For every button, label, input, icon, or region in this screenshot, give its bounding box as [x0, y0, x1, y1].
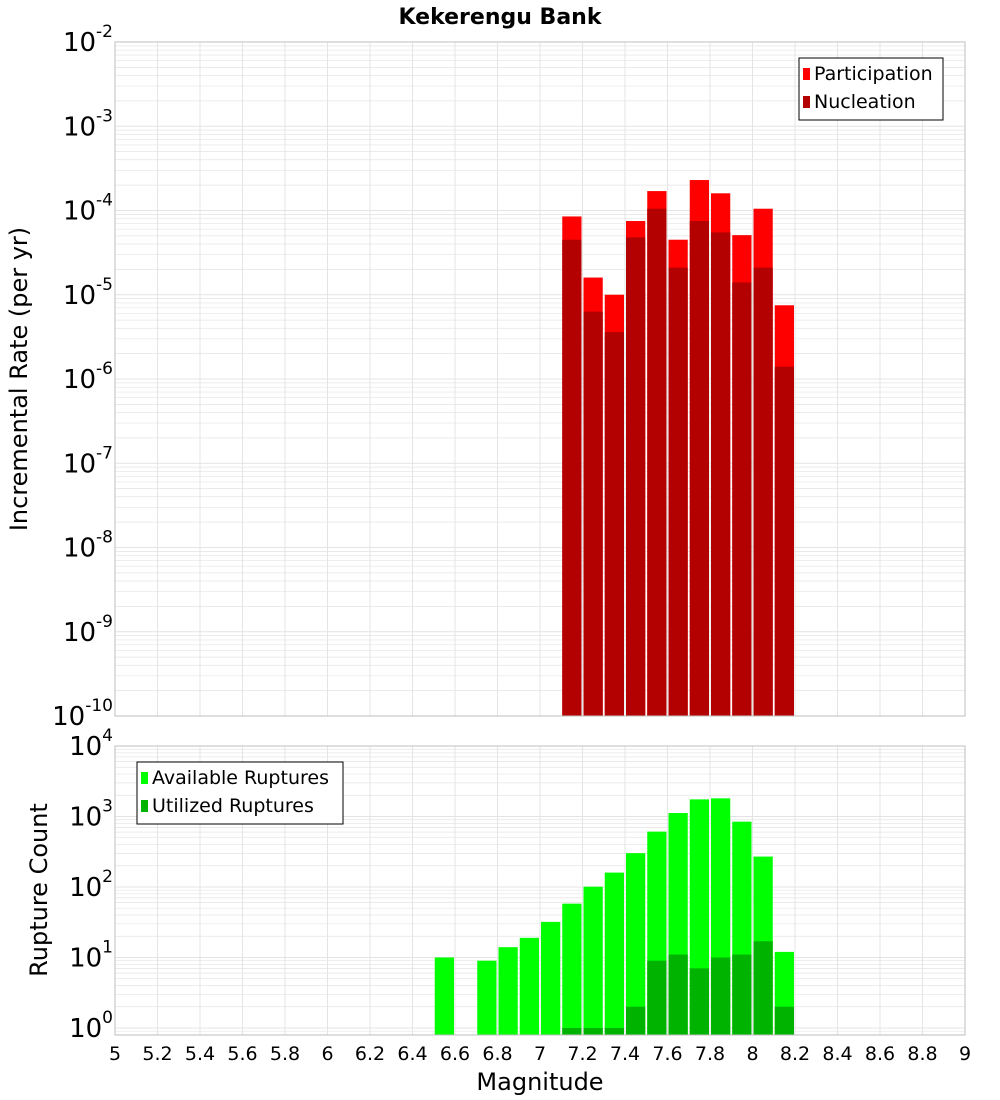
top-legend-label: Nucleation [814, 91, 916, 113]
x-tick-label: 5.8 [270, 1043, 300, 1065]
bottom-bar-utilized-ruptures [668, 954, 688, 1035]
bottom-legend-label: Utilized Ruptures [152, 795, 314, 817]
x-tick-label: 6.4 [397, 1043, 427, 1065]
top-y-tick-label: 10-3 [63, 106, 113, 142]
bottom-bar-utilized-ruptures [753, 941, 773, 1035]
top-bars [562, 180, 794, 717]
bottom-bars [434, 798, 794, 1035]
bottom-bar-available-ruptures [434, 957, 454, 1035]
bottom-bar-utilized-ruptures [732, 954, 752, 1035]
top-bar-nucleation [774, 366, 794, 716]
bottom-legend-box [136, 761, 344, 825]
top-y-tick-label: 10-2 [63, 22, 113, 58]
top-y-tick-labels: 10-10 10-9 10-8 10-7 10-6 10-5 10-4 10-3 10-2 [52, 22, 113, 732]
bottom-y-tick-label: 100 [69, 1008, 113, 1044]
bottom-bar-utilized-ruptures [647, 960, 667, 1035]
x-tick-label: 6.6 [440, 1043, 470, 1065]
chart-title: Kekerengu Bank [399, 5, 603, 30]
bottom-bar-utilized-ruptures [626, 1006, 646, 1035]
x-tick-label: 9 [959, 1043, 971, 1065]
x-tick-label: 8.2 [780, 1043, 810, 1065]
x-tick-label: 8.8 [907, 1043, 937, 1065]
x-tick-label: 8.6 [865, 1043, 895, 1065]
x-tick-label: 6.8 [482, 1043, 512, 1065]
top-bar-nucleation [668, 267, 688, 716]
bottom-y-axis-label: Rupture Count [25, 803, 53, 977]
bottom-bar-available-ruptures [519, 937, 539, 1035]
x-tick-label: 5.6 [227, 1043, 257, 1065]
top-legend-label: Participation [814, 63, 933, 85]
bottom-y-tick-label: 101 [69, 937, 113, 973]
x-tick-label: 7.4 [610, 1043, 640, 1065]
bottom-legend-label: Available Ruptures [152, 767, 329, 789]
top-bar-nucleation [604, 332, 624, 716]
x-tick-label: 7.8 [695, 1043, 725, 1065]
bottom-y-tick-labels: 100 101 102 103 104 [69, 726, 113, 1044]
x-tick-label: 7.2 [567, 1043, 597, 1065]
bottom-bar-available-ruptures [477, 960, 497, 1035]
x-tick-label: 5.2 [142, 1043, 172, 1065]
top-bar-nucleation [753, 267, 773, 716]
x-tick-label: 6.2 [355, 1043, 385, 1065]
bottom-legend: Available Ruptures Utilized Ruptures [136, 761, 344, 825]
top-bar-nucleation [626, 237, 646, 717]
bottom-gridlines [114, 746, 966, 1036]
top-y-axis-label: Incremental Rate (per yr) [5, 227, 33, 531]
top-y-tick-label: 10-7 [63, 443, 113, 479]
x-axis-label: Magnitude [476, 1068, 603, 1096]
top-bar-nucleation [562, 239, 582, 716]
x-tick-label: 7.6 [652, 1043, 682, 1065]
bottom-plot: 100 101 102 103 104 5 5.2 5.4 5.6 5.8 6 6.2 6.4 6.6 6… [25, 726, 971, 1096]
top-y-tick-label: 10-4 [63, 191, 113, 227]
bottom-bar-utilized-ruptures [583, 1027, 603, 1035]
top-plot-frame [114, 41, 966, 717]
top-bar-nucleation [732, 282, 752, 716]
bottom-bar-available-ruptures [541, 921, 561, 1035]
top-gridlines [114, 42, 966, 717]
bottom-legend-swatch [141, 772, 148, 784]
bottom-bar-utilized-ruptures [711, 957, 731, 1035]
top-bar-nucleation [711, 232, 731, 716]
bottom-y-tick-label: 102 [69, 867, 113, 903]
x-tick-label: 5.4 [185, 1043, 215, 1065]
bottom-bar-utilized-ruptures [689, 968, 709, 1035]
top-legend-swatch [803, 96, 810, 108]
x-tick-label: 7 [534, 1043, 546, 1065]
bottom-bar-available-ruptures [498, 947, 518, 1035]
top-y-tick-label: 10-5 [63, 275, 113, 311]
bottom-bar-available-ruptures [562, 903, 582, 1035]
top-legend: Participation Nucleation [798, 57, 944, 121]
x-tick-labels: 5 5.2 5.4 5.6 5.8 6 6.2 6.4 6.6 6.8 7 7.2 7.4 7.6 7.8 8… [109, 1043, 971, 1065]
top-bar-nucleation [689, 221, 709, 716]
top-bar-nucleation [647, 208, 667, 717]
top-y-tick-label: 10-6 [63, 359, 113, 395]
bottom-bar-utilized-ruptures [562, 1027, 582, 1035]
x-tick-label: 8.4 [822, 1043, 852, 1065]
top-y-tick-label: 10-8 [63, 528, 113, 564]
bottom-plot-frame [114, 745, 966, 1036]
top-plot: 10-10 10-9 10-8 10-7 10-6 10-5 10-4 10-3 10-2 In… [5, 22, 966, 732]
x-tick-label: 5 [109, 1043, 121, 1065]
top-y-tick-label: 10-10 [52, 696, 113, 732]
bottom-y-tick-label: 103 [69, 796, 113, 832]
x-tick-label: 8 [746, 1043, 758, 1065]
bottom-legend-swatch [141, 800, 148, 812]
top-bar-nucleation [583, 311, 603, 716]
top-legend-box [798, 57, 944, 121]
bottom-bar-available-ruptures [583, 886, 603, 1035]
top-y-tick-label: 10-9 [63, 612, 113, 648]
bottom-bar-available-ruptures [604, 872, 624, 1035]
top-legend-swatch [803, 68, 810, 80]
bottom-y-tick-label: 104 [69, 726, 113, 762]
bottom-bar-utilized-ruptures [604, 1027, 624, 1035]
bottom-bar-utilized-ruptures [774, 1006, 794, 1035]
x-tick-label: 6 [321, 1043, 333, 1065]
bottom-bar-available-ruptures [626, 853, 646, 1035]
